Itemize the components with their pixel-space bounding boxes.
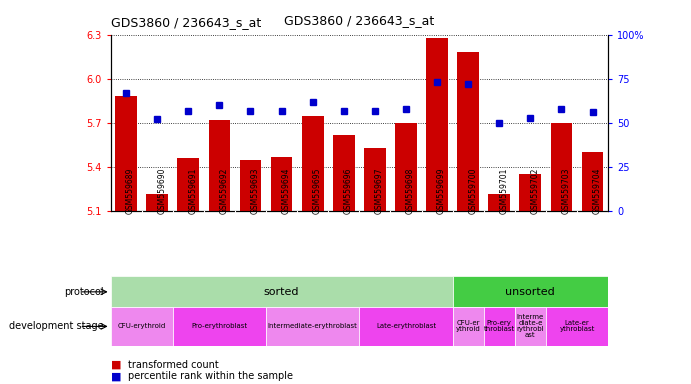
Bar: [302, 116, 323, 211]
Bar: [266, 307, 359, 346]
Bar: [582, 152, 603, 211]
Bar: [111, 307, 173, 346]
Text: Interme
diate-e
rythrobl
ast: Interme diate-e rythrobl ast: [517, 314, 544, 338]
Text: GSM559697: GSM559697: [375, 168, 384, 214]
Bar: [426, 38, 448, 211]
Bar: [240, 160, 261, 211]
Text: GSM559692: GSM559692: [220, 168, 229, 214]
Text: sorted: sorted: [264, 287, 299, 297]
Bar: [395, 123, 417, 211]
Bar: [146, 194, 168, 211]
Text: Late-er
ythroblast: Late-er ythroblast: [559, 320, 595, 333]
Text: Pro-erythroblast: Pro-erythroblast: [191, 323, 247, 329]
Bar: [515, 307, 546, 346]
Text: GDS3860 / 236643_s_at: GDS3860 / 236643_s_at: [284, 14, 435, 27]
Text: GSM559703: GSM559703: [561, 168, 571, 214]
Text: GSM559696: GSM559696: [344, 168, 353, 214]
Text: GSM559693: GSM559693: [250, 168, 260, 214]
Text: Pro-ery
throblast: Pro-ery throblast: [484, 320, 515, 333]
Text: percentile rank within the sample: percentile rank within the sample: [128, 371, 293, 381]
Text: GSM559704: GSM559704: [592, 168, 602, 214]
Text: GSM559699: GSM559699: [437, 168, 446, 214]
Text: transformed count: transformed count: [128, 360, 218, 370]
Text: CFU-er
ythroid: CFU-er ythroid: [456, 320, 480, 333]
Text: Intermediate-erythroblast: Intermediate-erythroblast: [267, 323, 358, 329]
Bar: [453, 276, 608, 307]
Text: GDS3860 / 236643_s_at: GDS3860 / 236643_s_at: [111, 16, 261, 29]
Text: GSM559698: GSM559698: [406, 168, 415, 214]
Text: GSM559695: GSM559695: [312, 168, 322, 214]
Bar: [178, 158, 199, 211]
Text: GSM559691: GSM559691: [188, 168, 198, 214]
Text: GSM559694: GSM559694: [282, 168, 291, 214]
Text: development stage: development stage: [9, 321, 104, 331]
Bar: [173, 307, 266, 346]
Text: GSM559689: GSM559689: [126, 168, 135, 214]
Text: ■: ■: [111, 371, 121, 381]
Text: Late-erythroblast: Late-erythroblast: [376, 323, 436, 329]
Bar: [520, 174, 541, 211]
Text: CFU-erythroid: CFU-erythroid: [117, 323, 166, 329]
Bar: [484, 307, 515, 346]
Text: protocol: protocol: [64, 287, 104, 297]
Bar: [453, 307, 484, 346]
Text: GSM559690: GSM559690: [158, 168, 167, 214]
Bar: [111, 276, 453, 307]
Text: unsorted: unsorted: [506, 287, 555, 297]
Text: GSM559701: GSM559701: [499, 168, 509, 214]
Bar: [489, 194, 510, 211]
Bar: [115, 96, 137, 211]
Bar: [364, 148, 386, 211]
Bar: [546, 307, 608, 346]
Bar: [359, 307, 453, 346]
Bar: [209, 120, 230, 211]
Bar: [457, 52, 479, 211]
Bar: [271, 157, 292, 211]
Bar: [551, 123, 572, 211]
Text: GSM559700: GSM559700: [468, 168, 477, 214]
Text: ■: ■: [111, 360, 121, 370]
Text: GSM559702: GSM559702: [530, 168, 540, 214]
Bar: [333, 135, 354, 211]
